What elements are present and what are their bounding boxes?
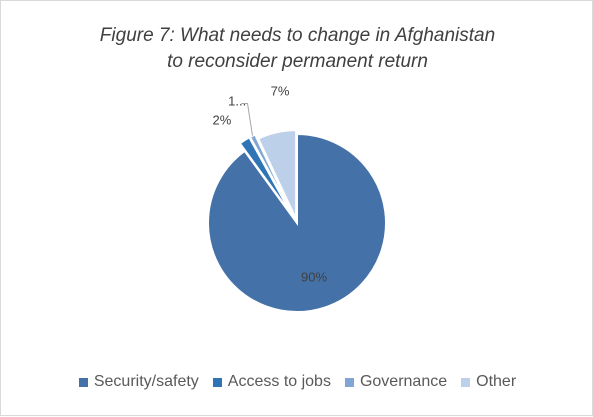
legend-label-other: Other (476, 373, 517, 390)
chart-title-line-1: Figure 7: What needs to change in Afghan… (99, 25, 496, 46)
legend-label-governance: Governance (359, 373, 448, 390)
legend-swatch-security (78, 377, 88, 387)
legend-item-governance: Governance (344, 373, 448, 391)
leader-line-governance (241, 102, 254, 136)
data-label-jobs: 2% (213, 113, 232, 128)
pie-slice-other (256, 129, 298, 220)
legend-label-security: Security/safety (93, 373, 199, 390)
data-label-other: 7% (271, 83, 290, 98)
pie-slice-security (207, 132, 387, 313)
legend-swatch-other (461, 377, 471, 387)
data-label-governance: 1... (228, 93, 246, 108)
legend-swatch-governance (344, 377, 354, 387)
chart-legend: Security/safety Access to jobs Governanc… (1, 373, 593, 391)
legend-swatch-jobs (212, 377, 222, 387)
legend-item-jobs: Access to jobs (212, 373, 331, 391)
pie-slice-governance (248, 133, 294, 216)
chart-title: Figure 7: What needs to change in Afghan… (1, 23, 593, 75)
data-label-security: 90% (301, 269, 327, 284)
legend-item-other: Other (461, 373, 516, 391)
legend-label-jobs: Access to jobs (227, 373, 331, 390)
legend-item-security: Security/safety (78, 373, 199, 391)
chart-title-line-2: to reconsider permanent return (167, 51, 428, 72)
